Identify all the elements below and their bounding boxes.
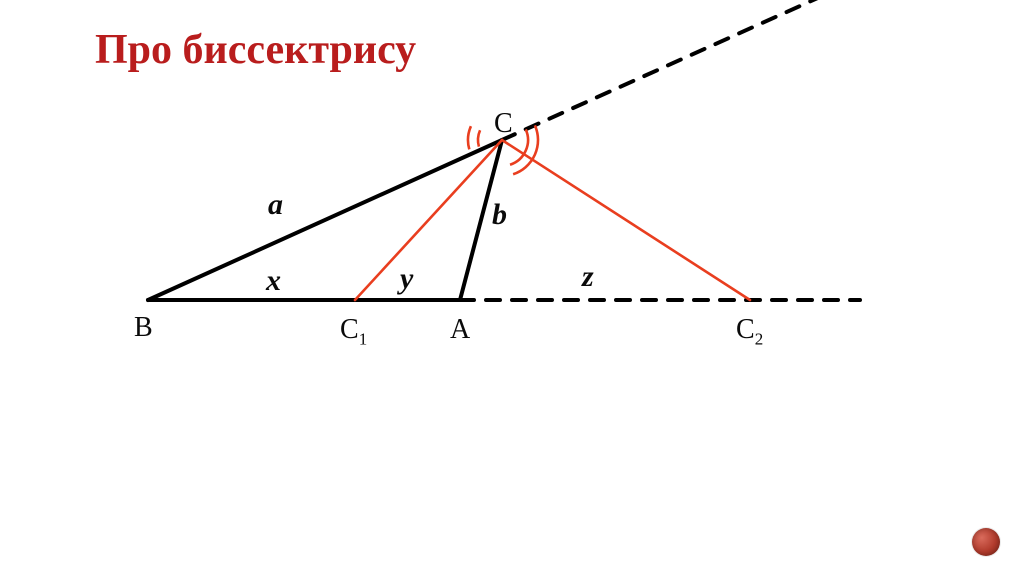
label-C2: C2 [736,314,763,350]
label-C1: C1 [340,314,367,350]
label-A: A [450,314,470,346]
label-z: z [582,260,594,294]
label-a: a [268,188,283,222]
ray-bc-extension [502,0,920,140]
interior-angle-arcs [468,126,480,149]
label-B: B [134,312,153,344]
slide-bullet-icon [972,528,1000,556]
label-b: b [492,198,507,232]
bisector-external [502,140,750,300]
label-y: y [400,262,413,296]
bisector-diagram [0,0,1024,574]
label-x: x [266,264,281,298]
label-C: C [494,108,513,140]
segment-b-c [148,140,502,300]
